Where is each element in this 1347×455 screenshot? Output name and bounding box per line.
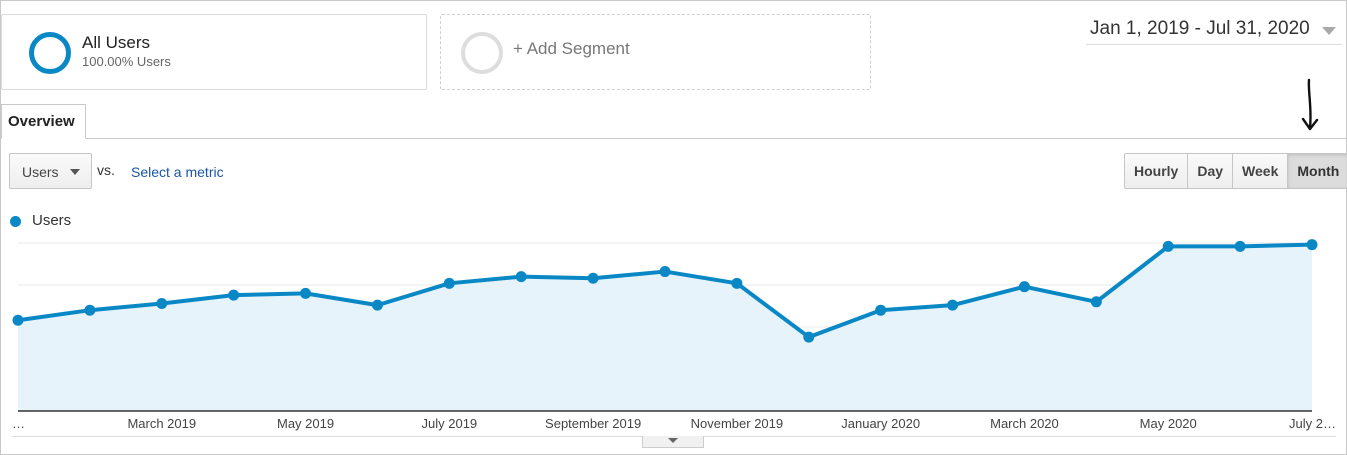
x-tick-label: November 2019 xyxy=(691,416,784,431)
legend-label: Users xyxy=(32,212,72,229)
select-metric-link[interactable]: Select a metric xyxy=(131,164,224,180)
vs-label: vs. xyxy=(97,162,115,178)
week-button[interactable]: Week xyxy=(1232,153,1289,189)
date-range-picker[interactable]: Jan 1, 2019 - Jul 31, 2020 xyxy=(1086,18,1342,45)
x-tick-label: May 2019 xyxy=(277,416,334,431)
chart-data-point[interactable] xyxy=(587,272,599,284)
chart-area-fill xyxy=(18,244,1312,411)
x-tick-label: May 2020 xyxy=(1140,416,1197,431)
x-tick-label: March 2020 xyxy=(990,416,1059,431)
metric-dropdown[interactable]: Users xyxy=(9,153,92,189)
segment-color-ring-icon xyxy=(29,32,71,74)
segment-subtitle: 100.00% Users xyxy=(82,54,171,69)
chart-data-point[interactable] xyxy=(803,331,815,343)
x-tick-label: July 2019 xyxy=(422,416,478,431)
chart-data-point[interactable] xyxy=(515,271,527,283)
chart-data-point[interactable] xyxy=(1090,296,1102,308)
date-range-label: Jan 1, 2019 - Jul 31, 2020 xyxy=(1090,18,1310,39)
chart-data-point[interactable] xyxy=(1162,240,1174,252)
add-segment-card[interactable]: + Add Segment xyxy=(440,14,871,90)
x-tick-label: September 2019 xyxy=(545,416,641,431)
x-tick-label: … xyxy=(12,416,25,431)
chart-data-point[interactable] xyxy=(875,304,887,316)
hourly-button[interactable]: Hourly xyxy=(1124,153,1189,189)
chart-data-point[interactable] xyxy=(1018,281,1030,293)
chart-data-point[interactable] xyxy=(84,304,96,316)
tab-overview[interactable]: Overview xyxy=(1,104,86,139)
chart-data-point[interactable] xyxy=(659,266,671,278)
chart-data-point[interactable] xyxy=(1234,240,1246,252)
segment-title: All Users xyxy=(82,33,151,52)
chart-data-point[interactable] xyxy=(156,297,168,309)
caret-down-icon xyxy=(668,438,678,443)
granularity-toggle: Hourly Day Week Month xyxy=(1124,153,1347,189)
chart-data-point[interactable] xyxy=(947,299,959,311)
legend-dot xyxy=(10,216,21,227)
chart-data-point[interactable] xyxy=(371,299,383,311)
x-tick-label: March 2019 xyxy=(127,416,196,431)
chart-data-point[interactable] xyxy=(443,277,455,289)
chart-data-point[interactable] xyxy=(731,277,743,289)
month-button[interactable]: Month xyxy=(1287,153,1347,189)
chart-data-point[interactable] xyxy=(12,314,24,326)
chevron-down-icon[interactable] xyxy=(1322,27,1336,35)
x-tick-label: January 2020 xyxy=(841,416,920,431)
x-tick-label: July 2… xyxy=(1289,416,1336,431)
segment-card-all-users[interactable]: All Users 100.00% Users xyxy=(1,14,427,90)
arrow-down-icon xyxy=(1301,78,1319,131)
metric-dropdown-label: Users xyxy=(22,164,59,180)
caret-down-icon xyxy=(70,169,80,175)
expand-chart-handle[interactable] xyxy=(642,436,704,448)
chart-data-point[interactable] xyxy=(1306,239,1318,251)
add-segment-label[interactable]: + Add Segment xyxy=(513,39,630,58)
chart-data-point[interactable] xyxy=(300,287,312,299)
empty-segment-ring-icon xyxy=(461,32,503,74)
tab-bar-divider xyxy=(1,138,1346,139)
chart-data-point[interactable] xyxy=(228,289,240,301)
day-button[interactable]: Day xyxy=(1187,153,1234,189)
